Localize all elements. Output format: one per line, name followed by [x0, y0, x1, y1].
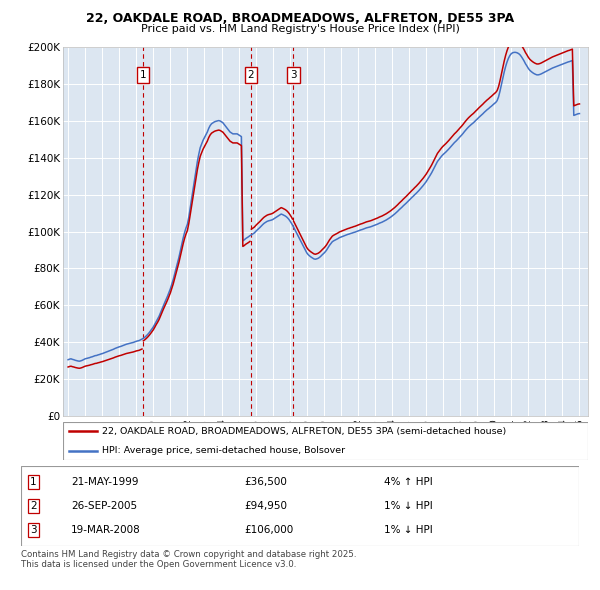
Text: 22, OAKDALE ROAD, BROADMEADOWS, ALFRETON, DE55 3PA: 22, OAKDALE ROAD, BROADMEADOWS, ALFRETON…: [86, 12, 514, 25]
Text: 1: 1: [30, 477, 37, 487]
Text: 4% ↑ HPI: 4% ↑ HPI: [384, 477, 433, 487]
Text: £106,000: £106,000: [244, 525, 293, 535]
Text: 21-MAY-1999: 21-MAY-1999: [71, 477, 139, 487]
FancyBboxPatch shape: [21, 466, 579, 546]
Text: 19-MAR-2008: 19-MAR-2008: [71, 525, 141, 535]
Text: 3: 3: [30, 525, 37, 535]
FancyBboxPatch shape: [63, 422, 588, 460]
Text: 22, OAKDALE ROAD, BROADMEADOWS, ALFRETON, DE55 3PA (semi-detached house): 22, OAKDALE ROAD, BROADMEADOWS, ALFRETON…: [103, 427, 506, 436]
Text: £94,950: £94,950: [244, 501, 287, 511]
Text: 2: 2: [30, 501, 37, 511]
Text: 1% ↓ HPI: 1% ↓ HPI: [384, 501, 433, 511]
Text: Contains HM Land Registry data © Crown copyright and database right 2025.
This d: Contains HM Land Registry data © Crown c…: [21, 550, 356, 569]
Text: HPI: Average price, semi-detached house, Bolsover: HPI: Average price, semi-detached house,…: [103, 446, 346, 455]
Text: 1% ↓ HPI: 1% ↓ HPI: [384, 525, 433, 535]
Text: 3: 3: [290, 70, 296, 80]
Text: 1: 1: [139, 70, 146, 80]
Text: £36,500: £36,500: [244, 477, 287, 487]
Text: 26-SEP-2005: 26-SEP-2005: [71, 501, 137, 511]
Text: Price paid vs. HM Land Registry's House Price Index (HPI): Price paid vs. HM Land Registry's House …: [140, 24, 460, 34]
Text: 2: 2: [248, 70, 254, 80]
